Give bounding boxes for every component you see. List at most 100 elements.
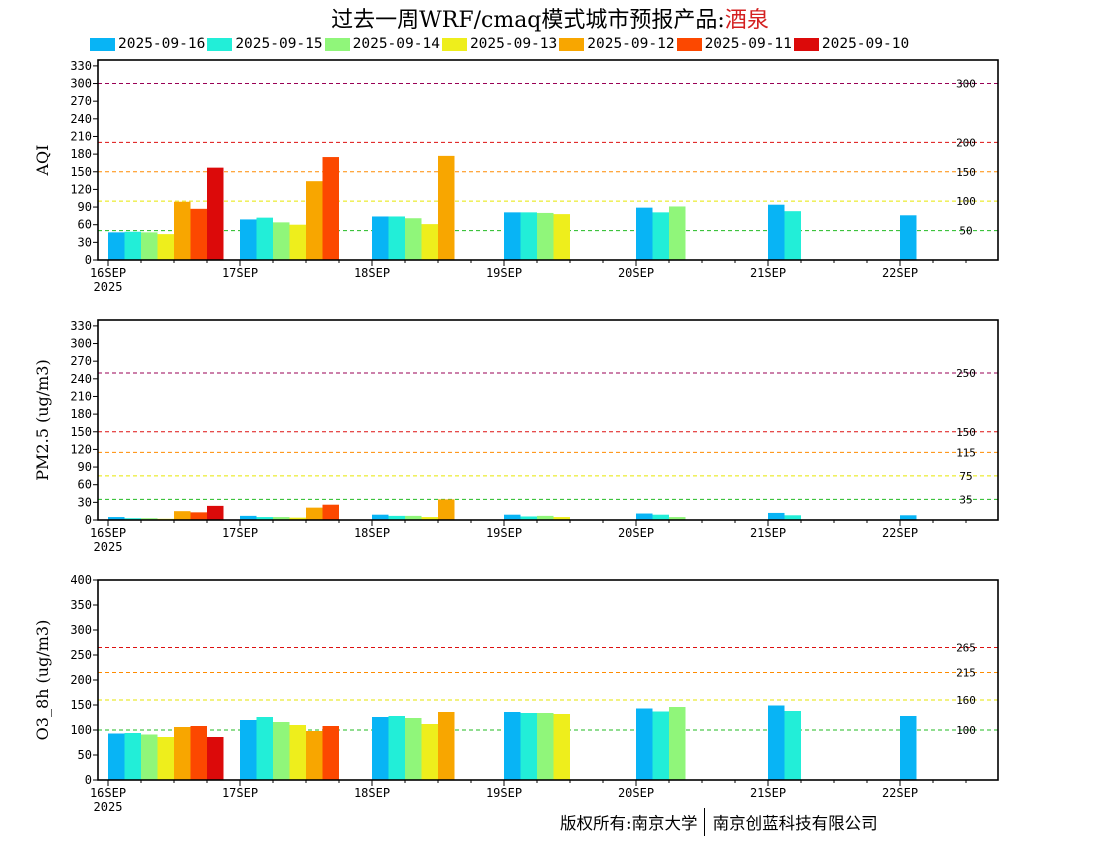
bar-2025-09-16-19SEP: [504, 712, 521, 780]
bar-2025-09-11-17SEP: [322, 726, 339, 780]
x-tick-label: 18SEP: [354, 266, 390, 280]
bar-2025-09-14-20SEP: [669, 517, 686, 520]
legend-label: 2025-09-10: [821, 36, 910, 52]
bar-2025-09-11-16SEP: [190, 512, 207, 520]
bar-2025-09-15-16SEP: [124, 733, 141, 780]
y-axis-label: AQI: [33, 145, 52, 177]
x-tick-label: 16SEP: [90, 526, 126, 540]
x-tick-label: 17SEP: [222, 786, 258, 800]
y-axis-label: O3_8h (ug/m3): [33, 620, 52, 741]
y-tick-label: 60: [78, 478, 92, 492]
bar-2025-09-13-17SEP: [289, 224, 306, 260]
y-tick-label: 180: [70, 407, 92, 421]
bar-2025-09-15-19SEP: [520, 212, 537, 260]
threshold-label: 35: [959, 493, 972, 506]
bar-2025-09-15-17SEP: [256, 217, 273, 260]
bar-2025-09-15-18SEP: [388, 716, 405, 780]
bar-2025-09-16-19SEP: [504, 514, 521, 520]
x-year-label: 2025: [94, 540, 123, 554]
legend-label: 2025-09-15: [235, 36, 323, 52]
plot-frame: [97, 579, 999, 781]
bar-2025-09-14-19SEP: [537, 713, 554, 780]
threshold-label: 100: [956, 724, 976, 737]
bar-2025-09-16-17SEP: [240, 515, 257, 520]
legend-swatch: [793, 37, 819, 51]
bar-2025-09-12-17SEP: [306, 507, 323, 520]
y-tick-label: 90: [78, 460, 92, 474]
threshold-label: 300: [956, 78, 976, 91]
threshold-label: 75: [959, 470, 972, 483]
x-tick-label: 21SEP: [750, 266, 786, 280]
bar-2025-09-13-17SEP: [289, 725, 306, 780]
bar-2025-09-10-16SEP: [207, 737, 224, 780]
bar-2025-09-14-18SEP: [405, 515, 422, 520]
y-tick-label: 0: [85, 253, 92, 267]
legend-item-2025-09-11: 2025-09-11: [676, 36, 792, 52]
title-prefix: 过去一周WRF/cmaq模式城市预报产品:: [331, 8, 725, 33]
legend-swatch: [441, 37, 467, 51]
bar-2025-09-16-17SEP: [240, 219, 257, 260]
bar-2025-09-12-18SEP: [438, 155, 455, 260]
bar-2025-09-14-16SEP: [141, 518, 158, 520]
bar-2025-09-16-20SEP: [636, 513, 653, 520]
threshold-label: 200: [956, 136, 976, 149]
y-tick-label: 240: [70, 112, 92, 126]
bar-2025-09-15-17SEP: [256, 517, 273, 520]
bar-2025-09-16-20SEP: [636, 708, 653, 780]
bar-2025-09-14-17SEP: [273, 517, 290, 520]
threshold-label: 100: [956, 195, 976, 208]
legend-item-2025-09-16: 2025-09-16: [90, 36, 205, 52]
x-tick-label: 20SEP: [618, 266, 654, 280]
legend-label: 2025-09-14: [352, 36, 440, 52]
threshold-label: 250: [956, 367, 976, 380]
bar-2025-09-14-18SEP: [405, 718, 422, 780]
threshold-label: 115: [956, 446, 976, 459]
y-tick-label: 0: [85, 773, 92, 787]
title-city: 酒泉: [724, 8, 769, 33]
bar-2025-09-13-18SEP: [421, 517, 438, 520]
y-tick-label: 100: [70, 723, 92, 737]
legend-item-2025-09-10: 2025-09-10: [793, 36, 910, 52]
bar-2025-09-16-16SEP: [108, 517, 125, 520]
bar-2025-09-13-16SEP: [157, 737, 174, 780]
bar-2025-09-11-16SEP: [190, 726, 207, 780]
y-tick-label: 240: [70, 372, 92, 386]
x-tick-label: 18SEP: [354, 786, 390, 800]
x-tick-label: 20SEP: [618, 786, 654, 800]
bar-2025-09-16-18SEP: [372, 514, 389, 520]
legend-swatch: [676, 37, 702, 51]
bar-2025-09-13-17SEP: [289, 517, 306, 520]
bar-2025-09-12-18SEP: [438, 712, 455, 780]
bar-2025-09-14-17SEP: [273, 722, 290, 780]
bar-2025-09-14-18SEP: [405, 218, 422, 260]
y-tick-label: 120: [70, 182, 92, 196]
bar-2025-09-16-20SEP: [636, 207, 653, 260]
bar-2025-09-16-16SEP: [108, 733, 125, 780]
bar-2025-09-12-17SEP: [306, 731, 323, 780]
bar-2025-09-16-19SEP: [504, 212, 521, 260]
x-tick-label: 22SEP: [882, 266, 918, 280]
bar-2025-09-14-16SEP: [141, 232, 158, 260]
x-tick-label: 21SEP: [750, 526, 786, 540]
y-tick-label: 30: [78, 235, 92, 249]
x-year-label: 2025: [94, 280, 123, 294]
legend-item-2025-09-12: 2025-09-12: [559, 36, 675, 52]
threshold-label: 215: [956, 667, 976, 680]
bar-2025-09-15-19SEP: [520, 713, 537, 780]
y-tick-label: 150: [70, 698, 92, 712]
bar-2025-09-12-17SEP: [306, 181, 323, 260]
y-tick-label: 350: [70, 598, 92, 612]
bar-2025-09-16-21SEP: [768, 204, 785, 260]
bar-2025-09-15-16SEP: [124, 518, 141, 520]
chart-panel-1: 0 30 60 90 120 150 180 210 240 270 300 330 35 75 115 15…: [33, 319, 999, 554]
bar-2025-09-15-20SEP: [652, 212, 669, 260]
y-tick-label: 250: [70, 648, 92, 662]
plot-frame: [97, 319, 999, 521]
bar-2025-09-16-22SEP: [900, 716, 917, 780]
x-tick-label: 21SEP: [750, 786, 786, 800]
x-tick-label: 17SEP: [222, 266, 258, 280]
bar-2025-09-15-16SEP: [124, 231, 141, 260]
threshold-label: 150: [956, 426, 976, 439]
y-tick-label: 200: [70, 673, 92, 687]
x-tick-label: 19SEP: [486, 786, 522, 800]
